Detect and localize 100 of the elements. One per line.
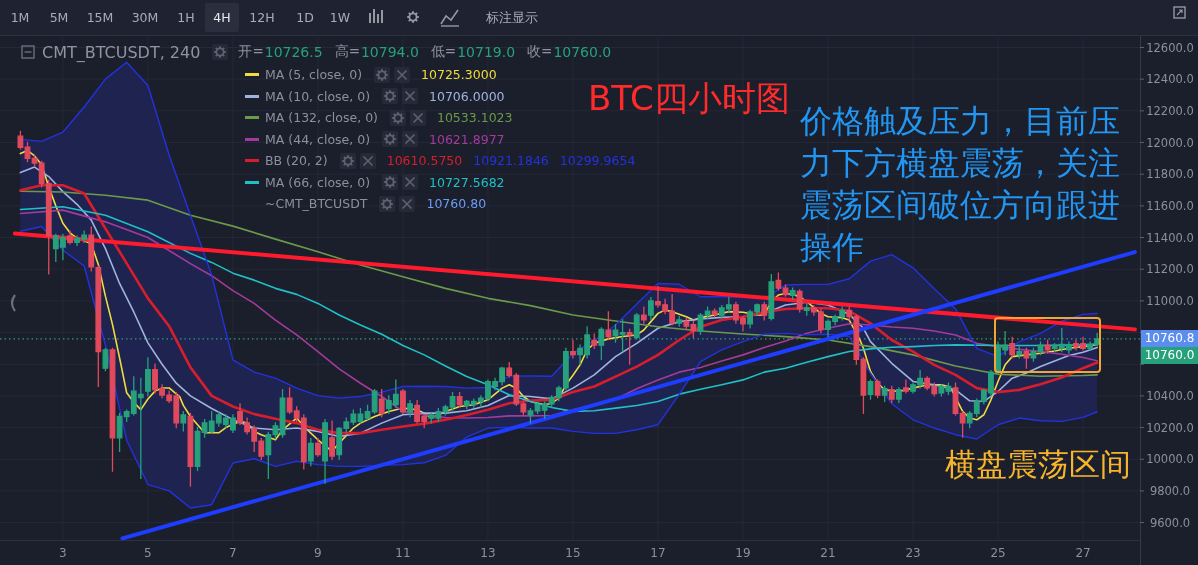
ref-line-label: 10760.0 — [1141, 347, 1198, 365]
annotation: 10727.5682 — [429, 174, 505, 190]
candlestick — [400, 388, 406, 414]
annotation: ~CMT_BTCUSDT — [265, 196, 368, 212]
candlestick — [697, 312, 704, 335]
candlestick — [116, 412, 123, 452]
annotation: 10621.8977 — [429, 131, 505, 147]
x-tick-label: 17 — [650, 546, 666, 560]
candlestick — [407, 399, 413, 418]
x-tick-label: 3 — [59, 546, 67, 560]
legend-label: MA (44, close, 0) — [265, 131, 371, 147]
annotation: 10760.80 — [426, 196, 487, 212]
annotation: 低= — [430, 43, 457, 61]
y-tick-label: 11400.0 — [1146, 230, 1194, 245]
candlestick — [676, 316, 683, 327]
x-tick-label: 9 — [314, 546, 322, 560]
y-tick-label: 12400.0 — [1146, 72, 1194, 87]
candlestick — [1030, 347, 1037, 362]
candlestick — [371, 388, 378, 414]
y-tick-label: 11600.0 — [1146, 198, 1194, 213]
candlestick — [704, 306, 711, 319]
y-tick-label: 9800.0 — [1149, 483, 1191, 498]
annotation: 开= — [238, 43, 264, 61]
text: 5M — [48, 9, 70, 27]
candlestick — [803, 303, 810, 316]
candlestick — [888, 385, 895, 403]
candlestick — [945, 382, 952, 395]
candlestick — [67, 230, 73, 245]
candlestick — [95, 265, 102, 388]
candlestick — [88, 226, 95, 272]
candlestick — [1016, 346, 1023, 359]
text: 1D — [295, 9, 315, 27]
chart-title: CMT_BTCUSDT, 240 — [42, 42, 201, 62]
candlestick — [329, 420, 336, 460]
y-tick-label: 11800.0 — [1146, 167, 1194, 182]
y-tick-label: 11200.0 — [1146, 262, 1194, 277]
annotation: BTC四小时图 — [588, 78, 790, 118]
candlestick — [307, 438, 314, 467]
annotation: 10794.0 — [360, 44, 419, 60]
candlestick — [315, 438, 321, 457]
annotation: 10719.0 — [457, 44, 516, 60]
x-tick-label: 5 — [144, 546, 152, 560]
candlestick — [591, 333, 598, 350]
text: 30M — [130, 9, 160, 27]
y-tick-label: 12200.0 — [1146, 103, 1194, 118]
x-tick-label: 23 — [905, 546, 921, 560]
line-series — [19, 225, 1098, 509]
annotation: 高= — [334, 43, 360, 61]
candlestick — [449, 392, 456, 411]
candlestick — [1044, 339, 1051, 354]
annotation: 10921.1846 — [473, 153, 549, 169]
candlestick — [357, 407, 364, 424]
candlestick — [874, 379, 881, 399]
x-tick-label: 15 — [565, 546, 581, 560]
candlestick — [102, 347, 109, 372]
annotation: 10760.0 — [553, 44, 612, 60]
annotation: 价格触及压力，目前压力下方横盘震荡，关注震荡区间破位方向跟进操作 — [800, 101, 1121, 268]
x-tick-label: 13 — [480, 546, 496, 560]
annotation: 10726.5 — [264, 44, 323, 60]
candlestick — [322, 419, 328, 484]
candlestick — [1009, 336, 1016, 359]
text: 4H — [205, 3, 239, 32]
candlestick — [570, 339, 576, 359]
candlestick — [1023, 347, 1030, 369]
candlestick — [145, 357, 151, 397]
candlestick — [881, 385, 888, 403]
text: 12H — [248, 9, 276, 27]
annotation: 10725.3000 — [421, 67, 497, 83]
candlestick — [17, 130, 24, 150]
candlestick — [527, 407, 534, 424]
candlestick — [31, 154, 38, 167]
candlestick — [867, 379, 874, 400]
candlestick — [640, 306, 647, 324]
text: 1W — [328, 9, 352, 27]
candlestick — [534, 401, 541, 414]
annotation: 10610.5750 — [386, 153, 463, 169]
candlestick — [605, 311, 612, 340]
candlestick — [711, 308, 718, 318]
y-tick-label: 12000.0 — [1146, 135, 1194, 150]
annotation: 10706.0000 — [429, 88, 505, 104]
candlestick — [647, 297, 654, 321]
legend-label: BB (20, 2) — [265, 153, 328, 169]
candlestick — [761, 301, 768, 321]
candlestick — [895, 387, 902, 403]
legend-label: MA (5, close, 0) — [265, 67, 363, 83]
x-tick-label: 19 — [735, 546, 751, 560]
candlestick — [364, 404, 371, 421]
candlestick — [775, 272, 782, 291]
annotation: 10533.1023 — [436, 110, 513, 126]
annotation: 10299.9654 — [559, 153, 636, 169]
text: 标注显示 — [486, 9, 538, 27]
candlestick — [180, 411, 187, 432]
candlestick — [272, 422, 279, 440]
y-tick-label: 11000.0 — [1146, 293, 1194, 308]
candlestick — [903, 379, 909, 394]
text: 10760.8 — [1141, 330, 1198, 348]
y-tick-label: 10200.0 — [1146, 420, 1194, 435]
candlestick — [265, 431, 272, 479]
x-tick-label: 21 — [820, 546, 836, 560]
legend-label: MA (10, close, 0) — [265, 88, 371, 104]
